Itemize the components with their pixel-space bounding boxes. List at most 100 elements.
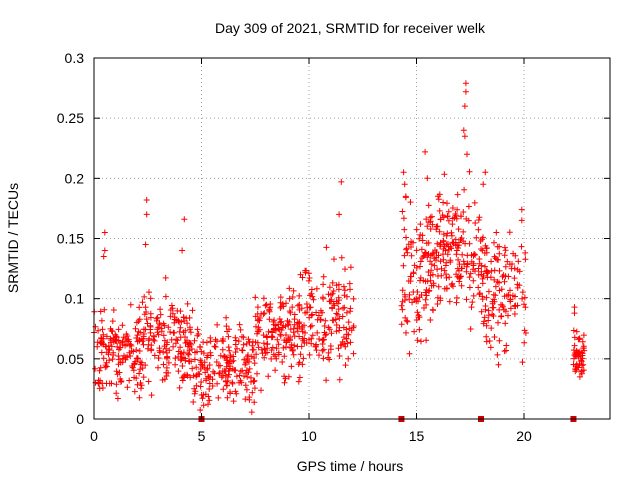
data-point bbox=[399, 298, 406, 305]
data-point bbox=[286, 295, 293, 302]
data-point bbox=[155, 331, 162, 338]
data-point bbox=[223, 323, 230, 330]
data-point bbox=[117, 359, 124, 366]
data-point bbox=[326, 284, 333, 291]
data-point bbox=[98, 317, 105, 324]
data-point bbox=[236, 321, 243, 328]
data-point bbox=[175, 317, 182, 324]
data-point bbox=[458, 213, 465, 220]
data-point bbox=[417, 263, 423, 270]
data-point bbox=[130, 367, 137, 374]
data-point bbox=[414, 337, 421, 344]
data-point bbox=[406, 350, 413, 357]
data-point bbox=[109, 318, 116, 325]
data-point bbox=[512, 303, 519, 310]
data-point bbox=[212, 344, 219, 350]
data-point bbox=[494, 256, 501, 263]
data-point bbox=[473, 234, 480, 241]
data-point bbox=[422, 148, 429, 155]
data-point bbox=[286, 285, 293, 292]
data-point bbox=[502, 308, 509, 315]
data-point bbox=[308, 322, 315, 329]
data-point bbox=[438, 265, 445, 272]
data-point bbox=[113, 334, 120, 341]
data-point bbox=[308, 340, 315, 347]
data-point bbox=[246, 396, 253, 403]
x-tick-label: 5 bbox=[198, 428, 206, 444]
data-point bbox=[215, 394, 222, 401]
data-point bbox=[287, 309, 294, 316]
data-point bbox=[182, 334, 188, 340]
data-point bbox=[454, 242, 461, 249]
data-point bbox=[137, 366, 144, 373]
data-point bbox=[221, 353, 227, 360]
data-point bbox=[172, 355, 179, 362]
data-point bbox=[191, 337, 198, 344]
x-tick-label: 0 bbox=[90, 428, 98, 444]
data-point bbox=[139, 299, 146, 306]
data-point bbox=[329, 290, 336, 297]
data-point bbox=[500, 303, 506, 310]
data-point bbox=[165, 359, 172, 366]
data-point bbox=[225, 344, 232, 351]
data-point bbox=[285, 373, 292, 380]
data-point bbox=[229, 379, 236, 386]
data-point bbox=[426, 287, 433, 294]
data-point bbox=[227, 363, 234, 370]
data-point bbox=[190, 372, 197, 379]
data-point bbox=[340, 305, 346, 312]
data-point bbox=[309, 311, 316, 318]
data-point bbox=[335, 300, 341, 307]
data-point bbox=[405, 241, 412, 248]
data-point bbox=[92, 365, 99, 372]
data-point bbox=[472, 220, 479, 226]
grid-layer bbox=[94, 58, 610, 419]
data-point bbox=[403, 246, 410, 253]
data-point bbox=[306, 314, 313, 321]
data-point bbox=[302, 309, 309, 316]
data-point bbox=[511, 265, 518, 272]
data-point bbox=[98, 340, 105, 347]
data-point bbox=[496, 243, 503, 250]
data-point bbox=[262, 302, 269, 309]
data-point bbox=[290, 329, 297, 336]
data-point bbox=[479, 293, 486, 300]
data-point bbox=[296, 374, 303, 381]
data-point bbox=[521, 327, 528, 334]
data-point bbox=[295, 378, 302, 385]
data-point bbox=[172, 361, 179, 368]
data-point bbox=[252, 294, 259, 301]
data-point bbox=[180, 314, 187, 321]
data-point bbox=[162, 274, 169, 281]
data-point bbox=[126, 377, 133, 384]
data-point bbox=[445, 240, 451, 247]
data-point bbox=[251, 377, 258, 384]
data-point bbox=[306, 304, 313, 311]
data-point bbox=[97, 339, 104, 346]
data-point bbox=[145, 378, 152, 385]
data-point bbox=[167, 329, 174, 335]
data-point bbox=[239, 347, 246, 354]
data-point bbox=[96, 385, 103, 392]
data-point bbox=[176, 384, 183, 391]
data-point bbox=[272, 325, 279, 332]
data-point bbox=[276, 326, 283, 333]
data-point bbox=[256, 326, 263, 333]
data-point bbox=[496, 250, 503, 257]
data-point bbox=[204, 365, 211, 372]
data-point bbox=[471, 251, 478, 257]
data-point bbox=[398, 302, 405, 309]
data-point bbox=[285, 321, 292, 328]
data-point bbox=[458, 265, 465, 272]
data-point bbox=[114, 371, 121, 378]
data-point bbox=[320, 273, 327, 280]
data-point bbox=[407, 199, 414, 206]
data-point bbox=[500, 272, 507, 279]
data-point bbox=[422, 278, 429, 285]
data-point bbox=[516, 282, 523, 289]
data-point bbox=[148, 347, 155, 354]
data-point bbox=[200, 402, 207, 409]
data-point bbox=[140, 333, 147, 340]
data-point bbox=[320, 281, 327, 288]
data-point bbox=[197, 407, 204, 413]
